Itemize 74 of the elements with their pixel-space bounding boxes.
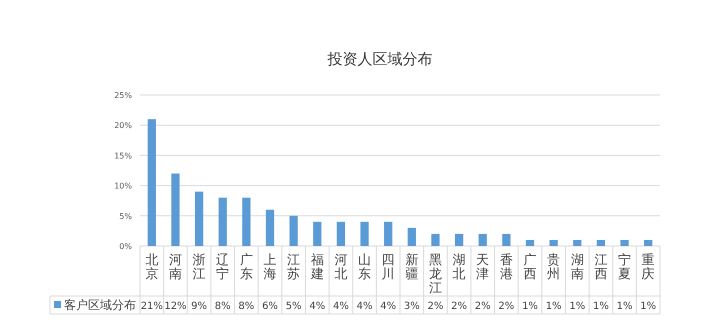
data-label: 8% xyxy=(214,301,231,312)
bar xyxy=(620,240,629,246)
chart-title: 投资人区域分布 xyxy=(326,50,432,68)
data-label: 8% xyxy=(238,301,254,312)
x-tick-label: 湖北 xyxy=(452,253,466,282)
bar xyxy=(290,216,298,246)
x-tick-label: 广东 xyxy=(240,253,253,282)
bar xyxy=(478,234,487,246)
data-label: 2% xyxy=(428,301,444,312)
x-tick-label: 贵州 xyxy=(547,253,560,282)
data-label: 1% xyxy=(616,301,632,312)
data-label: 6% xyxy=(262,301,278,312)
x-tick-label: 辽宁 xyxy=(216,253,230,282)
y-tick-label: 15% xyxy=(114,151,132,160)
data-label: 9% xyxy=(191,301,208,312)
y-tick-label: 0% xyxy=(119,242,132,251)
bar xyxy=(431,234,440,246)
data-label: 2% xyxy=(498,301,514,312)
y-tick-label: 10% xyxy=(114,182,132,191)
x-tick-label: 宁夏 xyxy=(618,252,632,282)
bar xyxy=(596,240,606,246)
x-tick-label: 北京 xyxy=(145,253,158,282)
x-tick-label: 黑龙江 xyxy=(428,253,442,296)
bar xyxy=(242,198,250,246)
x-tick-label: 香港 xyxy=(500,253,513,282)
data-label: 21% xyxy=(140,301,163,312)
bar xyxy=(336,222,346,246)
y-tick-label: 25% xyxy=(114,91,132,100)
data-label: 1% xyxy=(569,301,586,312)
data-label: 5% xyxy=(286,301,302,312)
legend-label: 客户区域分布 xyxy=(64,298,136,312)
data-label: 1% xyxy=(592,301,609,312)
x-tick-label: 福建 xyxy=(310,253,324,282)
data-label: 1% xyxy=(522,301,538,312)
y-tick-label: 5% xyxy=(119,212,132,221)
bar xyxy=(171,174,180,246)
bar xyxy=(408,228,416,246)
x-tick-label: 浙江 xyxy=(192,253,206,282)
data-label: 3% xyxy=(404,301,420,312)
x-tick-label: 山东 xyxy=(358,253,372,282)
bar xyxy=(384,222,392,246)
data-label: 4% xyxy=(356,301,372,312)
bar xyxy=(218,198,227,246)
bar xyxy=(526,240,534,246)
x-tick-label: 江西 xyxy=(594,253,608,282)
bar xyxy=(502,234,510,246)
data-label: 2% xyxy=(474,301,491,312)
x-tick-label: 重庆 xyxy=(642,253,655,282)
bar xyxy=(313,222,322,246)
x-tick-label: 湖南 xyxy=(570,253,584,282)
data-label: 2% xyxy=(451,301,468,312)
data-label: 1% xyxy=(640,301,656,312)
x-tick-label: 天津 xyxy=(476,253,490,282)
x-tick-label: 江苏 xyxy=(287,253,300,282)
x-tick-label: 新疆 xyxy=(405,253,418,282)
data-label: 12% xyxy=(164,301,187,312)
x-tick-label: 广西 xyxy=(524,253,536,282)
data-label: 4% xyxy=(332,301,349,312)
bar xyxy=(573,240,582,246)
data-label: 4% xyxy=(380,301,396,312)
bar xyxy=(550,240,558,246)
y-tick-label: 20% xyxy=(114,121,132,130)
bar xyxy=(266,210,274,246)
x-tick-label: 四川 xyxy=(382,253,395,282)
x-tick-label: 上海 xyxy=(264,253,276,282)
bar xyxy=(454,234,464,246)
x-tick-label: 河南 xyxy=(168,253,182,282)
bar xyxy=(148,119,156,246)
bar xyxy=(360,222,369,246)
bar xyxy=(194,192,204,246)
bar xyxy=(644,240,652,246)
data-label: 1% xyxy=(546,301,562,312)
x-tick-label: 河北 xyxy=(334,253,348,282)
data-label: 4% xyxy=(309,301,326,312)
